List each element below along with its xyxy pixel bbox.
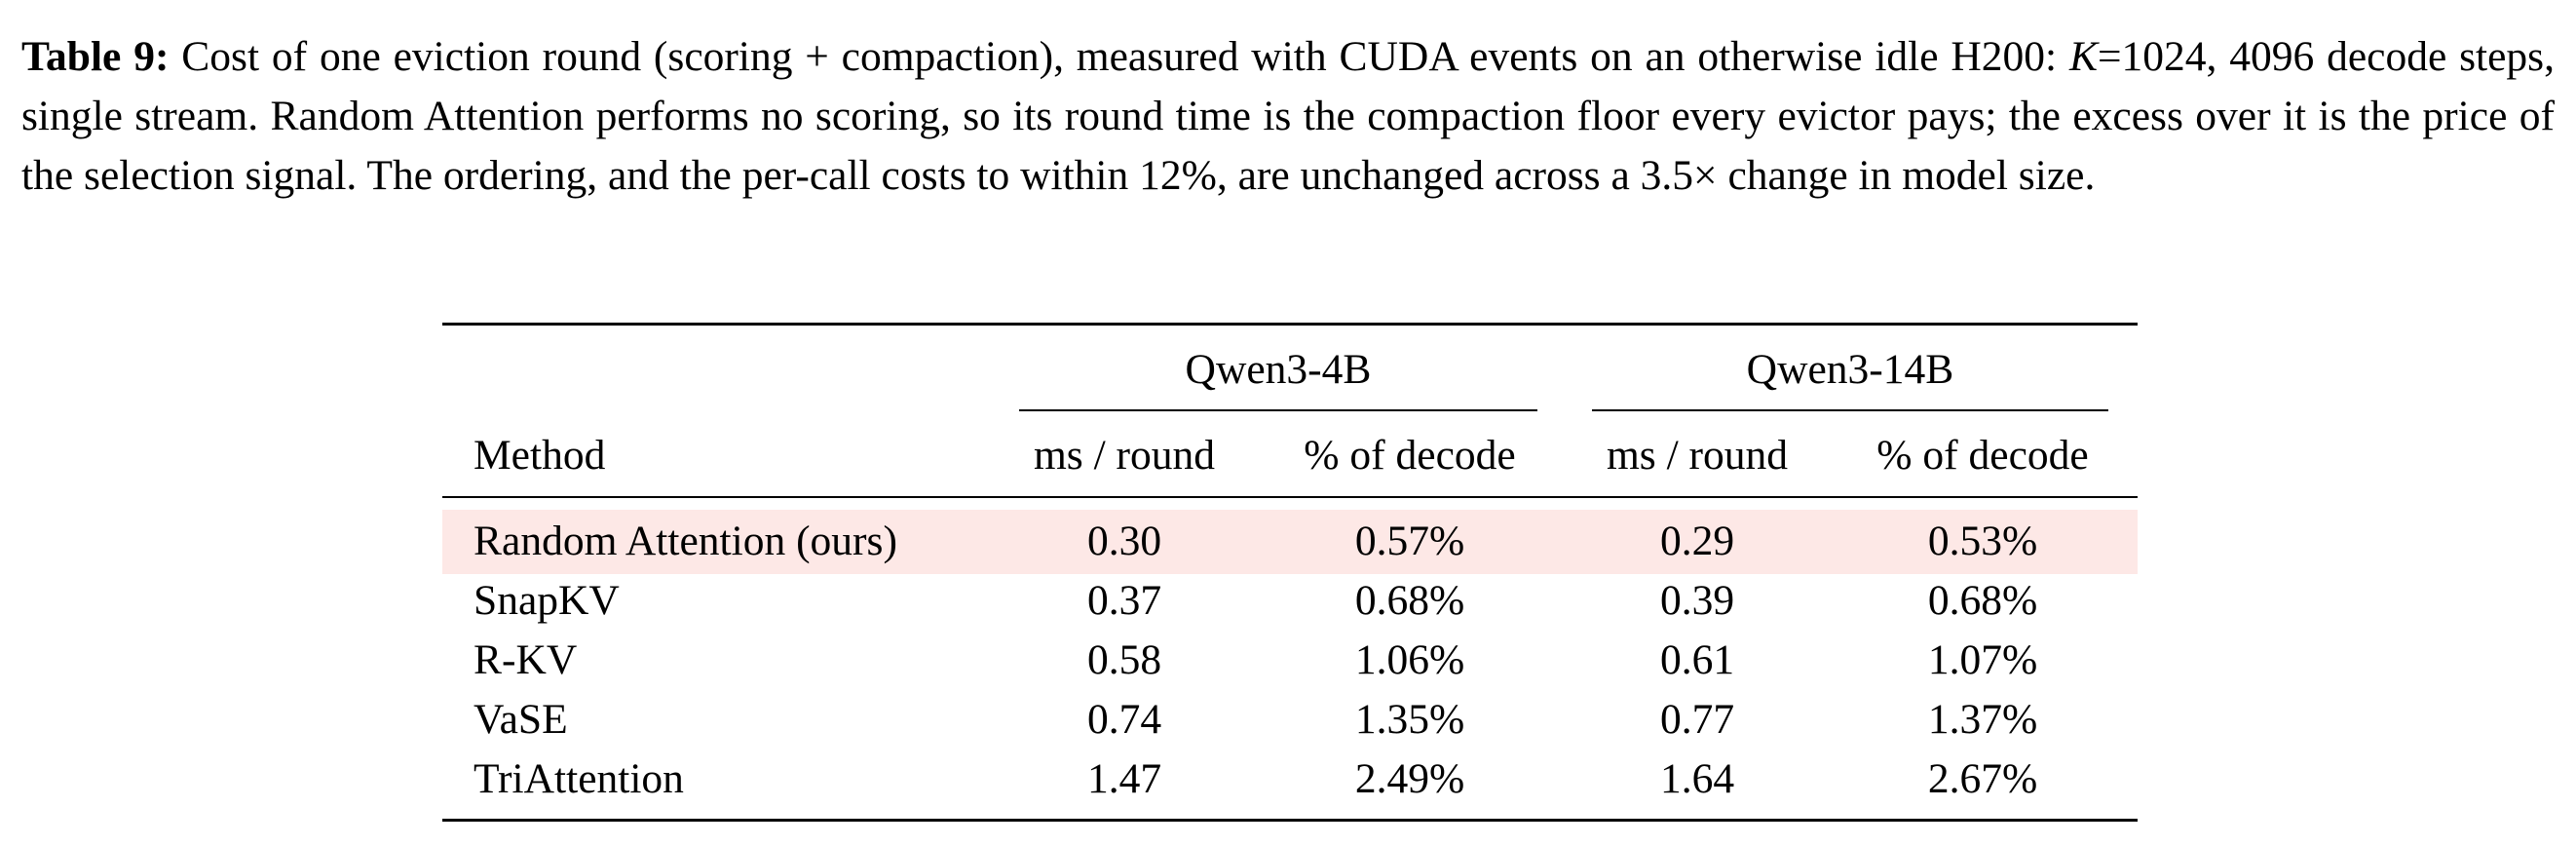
row-pct-14b: 2.67% xyxy=(1927,755,2038,802)
group-header-qwen3-4b: Qwen3-4B xyxy=(1185,346,1372,393)
highlight-row-background xyxy=(442,510,2138,574)
group-rule-qwen3-4b xyxy=(1019,409,1537,411)
caption-text-part1: Cost of one eviction round (scoring + co… xyxy=(169,33,2069,80)
group-rule-qwen3-14b xyxy=(1592,409,2108,411)
row-pct-14b: 1.37% xyxy=(1927,696,2038,743)
group-header-qwen3-14b: Qwen3-14B xyxy=(1746,346,1954,393)
row-ms-4b: 1.47 xyxy=(1086,755,1162,802)
row-pct-4b: 0.57% xyxy=(1354,518,1465,564)
row-pct-14b: 0.53% xyxy=(1927,518,2038,564)
row-ms-14b: 0.61 xyxy=(1659,636,1735,683)
row-ms-4b: 0.74 xyxy=(1086,696,1162,743)
row-method: SnapKV xyxy=(474,577,620,624)
row-pct-14b: 0.68% xyxy=(1927,577,2038,624)
row-method: VaSE xyxy=(474,696,568,743)
row-pct-4b: 1.35% xyxy=(1354,696,1465,743)
row-ms-14b: 0.77 xyxy=(1659,696,1735,743)
row-ms-14b: 0.39 xyxy=(1659,577,1735,624)
row-pct-4b: 0.68% xyxy=(1354,577,1465,624)
table-bottom-rule xyxy=(442,819,2138,822)
row-ms-4b: 0.30 xyxy=(1086,518,1162,564)
row-pct-4b: 2.49% xyxy=(1354,755,1465,802)
row-ms-14b: 1.64 xyxy=(1659,755,1735,802)
table-top-rule xyxy=(442,323,2138,326)
row-method: Random Attention (ours) xyxy=(474,518,897,564)
caption-k-variable: K xyxy=(2069,33,2099,80)
caption-text-part2: =1024, 4096 decode steps, single stream.… xyxy=(21,33,2555,199)
row-ms-14b: 0.29 xyxy=(1659,518,1735,564)
row-method: R-KV xyxy=(474,636,578,683)
caption-label: Table 9: xyxy=(21,33,170,80)
table-header-rule xyxy=(442,496,2138,498)
column-header-pct-decode-4b: % of decode xyxy=(1304,432,1516,479)
column-header-method: Method xyxy=(474,432,606,479)
row-ms-4b: 0.37 xyxy=(1086,577,1162,624)
row-pct-14b: 1.07% xyxy=(1927,636,2038,683)
column-header-ms-round-4b: ms / round xyxy=(1033,432,1216,479)
row-ms-4b: 0.58 xyxy=(1086,636,1162,683)
table-caption: Table 9: Cost of one eviction round (sco… xyxy=(21,27,2555,206)
row-method: TriAttention xyxy=(474,755,684,802)
column-header-ms-round-14b: ms / round xyxy=(1606,432,1789,479)
column-header-pct-decode-14b: % of decode xyxy=(1876,432,2089,479)
row-pct-4b: 1.06% xyxy=(1354,636,1465,683)
